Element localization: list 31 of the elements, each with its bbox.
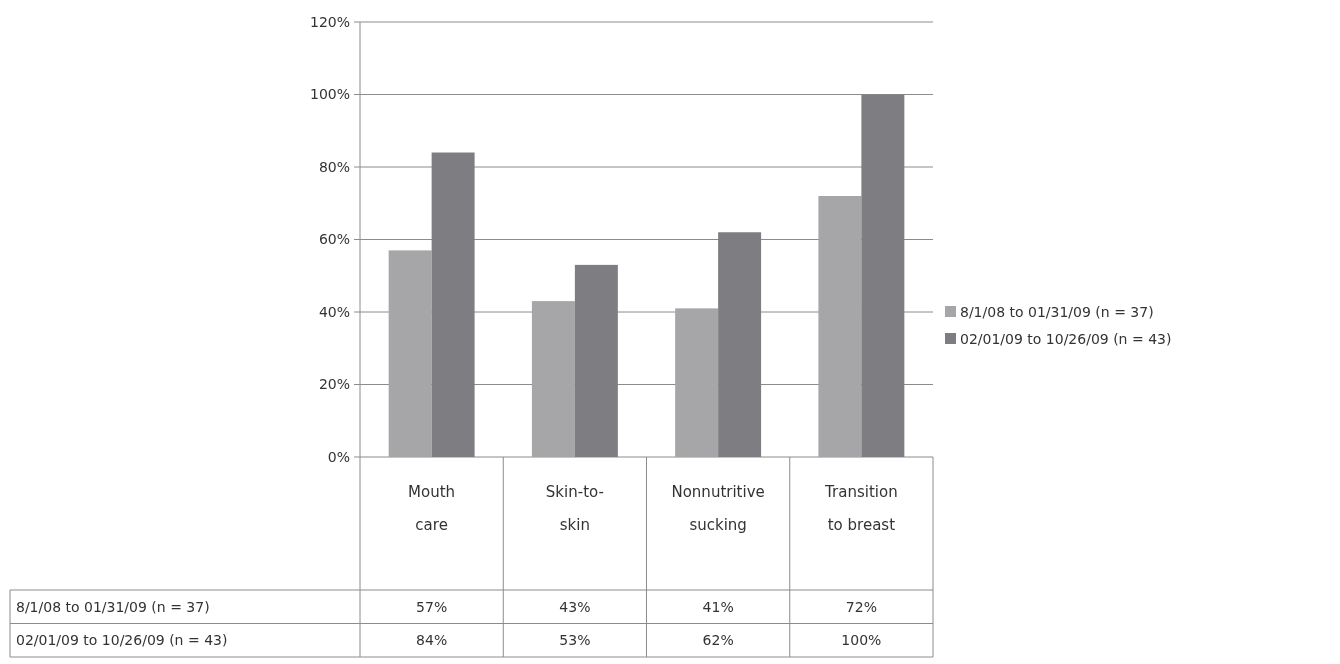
y-tick-label: 60% xyxy=(318,231,350,248)
data-label: 72% xyxy=(845,598,877,615)
bar xyxy=(431,152,475,457)
x-tick-label: Nonnutritive sucking xyxy=(671,483,765,534)
data-label: 84% xyxy=(416,632,448,649)
text: 8/1/08 to 01/31/09 (n = 37) xyxy=(16,598,210,615)
y-tick-label: 40% xyxy=(318,303,350,320)
y-tick-label: 120% xyxy=(309,13,350,30)
data-label: 53% xyxy=(559,632,591,649)
y-tick-label: 80% xyxy=(318,158,350,175)
data-label: 62% xyxy=(702,632,734,649)
x-tick-label: Mouth care xyxy=(408,483,456,534)
data-label: 100% xyxy=(841,632,882,649)
bar xyxy=(861,94,905,457)
bar xyxy=(531,301,575,457)
bar xyxy=(818,196,862,457)
data-label: 41% xyxy=(702,598,734,615)
x-tick-label: Transition to breast xyxy=(824,483,898,534)
bar xyxy=(388,250,432,457)
text: 02/01/09 to 10/26/09 (n = 43) xyxy=(16,632,228,649)
y-tick-label: 0% xyxy=(327,448,350,465)
legend-label: 02/01/09 to 10/26/09 (n = 43) xyxy=(960,330,1172,347)
bar xyxy=(718,232,762,457)
data-label: 57% xyxy=(416,598,448,615)
y-tick-label: 20% xyxy=(318,376,350,393)
x-tick-label: Skin-to-skin xyxy=(545,483,604,534)
data-label: 43% xyxy=(559,598,591,615)
bar xyxy=(675,308,719,457)
legend-label: 8/1/08 to 01/31/09 (n = 37) xyxy=(960,303,1154,320)
y-tick-label: 100% xyxy=(309,86,350,103)
bar xyxy=(574,264,618,457)
